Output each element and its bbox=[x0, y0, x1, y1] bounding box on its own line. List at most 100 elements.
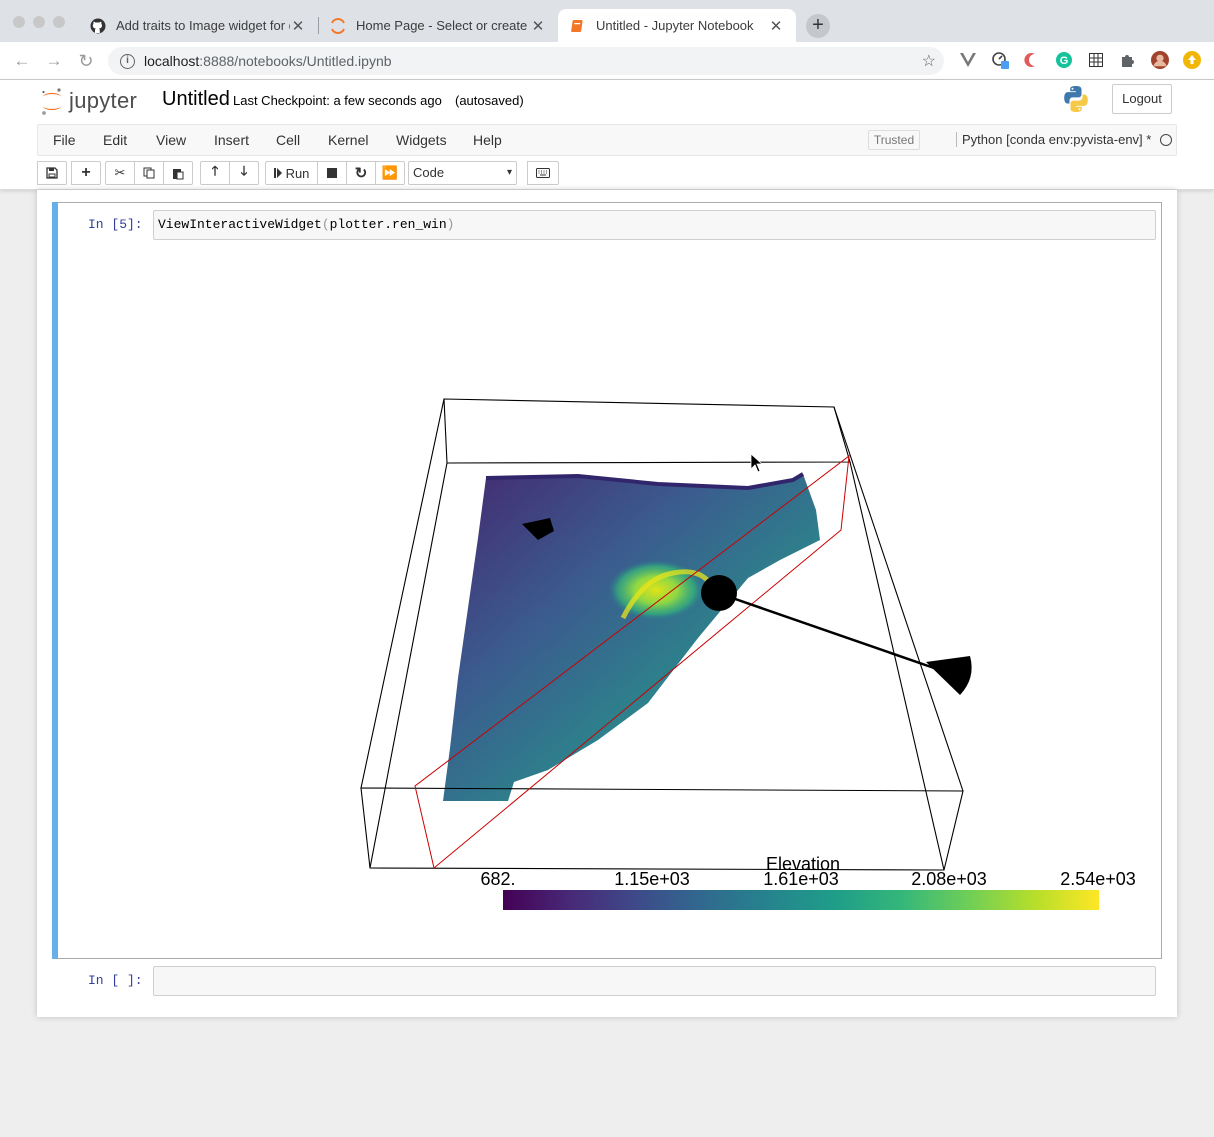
tab-title: Untitled - Jupyter Notebook bbox=[596, 18, 754, 33]
restart-run-all-button[interactable]: ⏩ bbox=[375, 161, 405, 185]
menu-insert[interactable]: Insert bbox=[214, 132, 250, 148]
menu-widgets[interactable]: Widgets bbox=[396, 132, 447, 148]
logout-button[interactable]: Logout bbox=[1112, 84, 1172, 114]
tab-title: Home Page - Select or create a bbox=[356, 18, 530, 33]
fast-forward-icon: ⏩ bbox=[381, 165, 399, 180]
vuejs-extension-icon[interactable] bbox=[959, 51, 977, 69]
jupyter-icon bbox=[330, 17, 346, 34]
run-label: Run bbox=[285, 165, 310, 181]
close-icon[interactable]: ✕ bbox=[291, 17, 305, 35]
grammarly-extension-icon[interactable]: G bbox=[1055, 51, 1073, 69]
scalar-bar-label: 2.08e+03 bbox=[911, 869, 987, 889]
floppy-icon bbox=[46, 167, 58, 179]
arrow-up-icon: 🡑 bbox=[211, 163, 219, 178]
save-button[interactable] bbox=[37, 161, 67, 185]
url-field[interactable]: i localhost:8888/notebooks/Untitled.ipyn… bbox=[108, 47, 944, 75]
github-icon bbox=[90, 18, 106, 34]
svg-text:G: G bbox=[1060, 55, 1069, 67]
menu-kernel[interactable]: Kernel bbox=[328, 132, 369, 148]
back-arrow-icon[interactable]: ← bbox=[13, 51, 31, 70]
browser-tab-github[interactable]: Add traits to Image widget for d ✕ bbox=[78, 9, 318, 42]
kernel-name[interactable]: Python [conda env:pyvista-env] * bbox=[956, 132, 1151, 147]
url-text: localhost:8888/notebooks/Untitled.ipynb bbox=[144, 53, 392, 69]
dark-mode-extension-icon[interactable] bbox=[1023, 51, 1041, 69]
copy-button[interactable] bbox=[134, 161, 164, 185]
interrupt-button[interactable] bbox=[317, 161, 347, 185]
code-editor[interactable] bbox=[153, 966, 1156, 996]
paste-button[interactable] bbox=[163, 161, 193, 185]
jupyter-logo-icon bbox=[42, 88, 62, 115]
python-logo-icon bbox=[1062, 85, 1090, 116]
menu-cell[interactable]: Cell bbox=[276, 132, 301, 148]
extensions-puzzle-icon[interactable] bbox=[1119, 51, 1137, 69]
cell-type-value: Code bbox=[413, 165, 445, 180]
menu-edit[interactable]: Edit bbox=[103, 132, 128, 148]
code-open-paren: ( bbox=[321, 217, 330, 232]
code-close-paren: ) bbox=[446, 217, 455, 232]
forward-arrow-icon[interactable]: → bbox=[45, 51, 63, 70]
kernel-idle-icon bbox=[1160, 134, 1172, 146]
scalar-bar-gradient bbox=[503, 890, 1099, 910]
run-button[interactable]: Run bbox=[265, 161, 318, 185]
toolbar-group-insert: + bbox=[71, 161, 101, 185]
move-up-button[interactable]: 🡑 bbox=[200, 161, 230, 185]
input-prompt: In [5]: bbox=[88, 217, 143, 232]
url-host: localhost bbox=[144, 53, 200, 69]
jupyter-logo[interactable]: jupyter bbox=[40, 86, 137, 116]
browser-tab-notebook[interactable]: Untitled - Jupyter Notebook ✕ bbox=[558, 9, 796, 42]
profile-avatar[interactable] bbox=[1151, 51, 1169, 69]
window-minimize-button[interactable] bbox=[33, 16, 45, 28]
menu-help[interactable]: Help bbox=[473, 132, 502, 148]
restart-button[interactable]: ↻ bbox=[346, 161, 376, 185]
notebook-container: In [5]: ViewInteractiveWidget(plotter.re… bbox=[37, 190, 1177, 1017]
grid-extension-icon[interactable] bbox=[1087, 51, 1105, 69]
menu-file[interactable]: File bbox=[53, 132, 76, 148]
toolbar-group-palette bbox=[527, 161, 559, 185]
window-zoom-button[interactable] bbox=[53, 16, 65, 28]
new-tab-button[interactable]: + bbox=[806, 14, 830, 38]
command-palette-button[interactable] bbox=[527, 161, 559, 185]
toolbar-group-move: 🡑 🡓 bbox=[200, 161, 259, 185]
cell-type-select[interactable]: Code ▾ bbox=[408, 161, 517, 185]
notebook-name[interactable]: Untitled bbox=[162, 88, 230, 110]
close-icon[interactable]: ✕ bbox=[769, 17, 783, 35]
stop-icon bbox=[327, 168, 337, 178]
scalar-bar-label: 1.61e+03 bbox=[763, 869, 839, 889]
plane-origin-handle[interactable] bbox=[701, 575, 737, 611]
update-icon[interactable] bbox=[1183, 51, 1201, 69]
restart-icon: ↻ bbox=[354, 165, 368, 182]
arrow-down-icon: 🡓 bbox=[240, 163, 248, 178]
terrain-ridge-highlight bbox=[620, 569, 712, 620]
plane-normal-arrow-cone[interactable] bbox=[926, 656, 972, 695]
orientation-marker bbox=[522, 518, 554, 540]
notebook-menubar: File Edit View Insert Cell Kernel Widget… bbox=[37, 124, 1177, 156]
close-icon[interactable]: ✕ bbox=[531, 17, 545, 35]
code-editor[interactable]: ViewInteractiveWidget(plotter.ren_win) bbox=[153, 210, 1156, 240]
copy-icon bbox=[143, 167, 155, 179]
toolbar-group-save bbox=[37, 161, 67, 185]
pyvista-render-view[interactable]: Elevation 682. 1.15e+03 1.61e+03 2.08e+0… bbox=[58, 248, 1162, 958]
window-close-button[interactable] bbox=[13, 16, 25, 28]
browser-tab-home[interactable]: Home Page - Select or create a ✕ bbox=[318, 9, 558, 42]
move-down-button[interactable]: 🡓 bbox=[229, 161, 259, 185]
insert-cell-button[interactable]: + bbox=[71, 161, 101, 185]
info-icon[interactable]: i bbox=[120, 53, 135, 69]
cut-button[interactable]: ✂ bbox=[105, 161, 135, 185]
terrain-high-elevation-ridge bbox=[608, 560, 704, 620]
code-cell-empty[interactable]: In [ ]: bbox=[52, 965, 1162, 997]
notebook-icon bbox=[570, 18, 586, 34]
menu-view[interactable]: View bbox=[156, 132, 187, 148]
bookmark-star-icon[interactable]: ☆ bbox=[921, 53, 936, 70]
cell-selection-bar bbox=[52, 202, 58, 959]
scalar-bar-title: Elevation bbox=[766, 854, 840, 874]
code-cell-selected[interactable]: In [5]: ViewInteractiveWidget(plotter.re… bbox=[52, 202, 1162, 959]
reload-icon[interactable]: ↻ bbox=[78, 51, 94, 71]
keyboard-icon bbox=[536, 168, 550, 178]
trusted-indicator[interactable]: Trusted bbox=[868, 130, 920, 150]
scalar-bar-label-min: 682. bbox=[480, 869, 515, 889]
code-argument: plotter.ren_win bbox=[329, 217, 447, 232]
toolbar-group-run: Run ↻ ⏩ bbox=[265, 161, 405, 185]
terrain-north-edge bbox=[485, 472, 805, 491]
speedometer-extension-icon[interactable] bbox=[991, 51, 1009, 69]
jupyter-logo-text: jupyter bbox=[69, 88, 138, 113]
